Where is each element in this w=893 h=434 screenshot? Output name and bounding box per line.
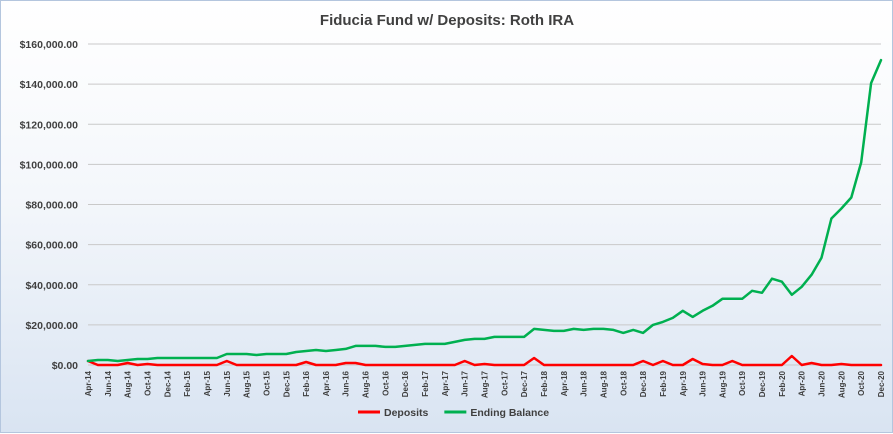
- x-tick-label: Dec-20: [877, 370, 886, 397]
- x-tick-label: Apr-17: [441, 370, 450, 396]
- x-axis-tick-labels: Apr-14 Jun-14 Aug-14 Oct-14 Dec-14 Feb-15 Apr-…: [84, 370, 886, 398]
- x-tick-label: Oct-16: [381, 370, 390, 395]
- x-tick-label: Aug-14: [124, 370, 133, 398]
- x-tick-label: Apr-19: [679, 370, 688, 396]
- x-tick-label: Apr-16: [322, 370, 331, 396]
- x-tick-label: Oct-18: [619, 370, 628, 395]
- legend-label-deposits: Deposits: [384, 407, 429, 419]
- x-tick-label: Apr-14: [84, 370, 93, 396]
- x-tick-label: Feb-19: [659, 370, 668, 396]
- x-tick-label: Oct-20: [857, 370, 866, 395]
- series-lines: [86, 58, 883, 367]
- x-tick-label: Jun-17: [461, 370, 470, 396]
- x-tick-label: Oct-14: [143, 370, 152, 395]
- y-tick-label: $60,000.00: [25, 240, 78, 252]
- x-tick-label: Feb-20: [778, 370, 787, 396]
- x-tick-label: Aug-16: [362, 370, 371, 398]
- legend-label-ending-balance: Ending Balance: [470, 407, 549, 419]
- x-tick-label: Dec-15: [282, 370, 291, 397]
- x-tick-label: Aug-18: [599, 370, 608, 398]
- x-tick-label: Jun-15: [223, 370, 232, 396]
- y-tick-label: $120,000.00: [20, 119, 79, 131]
- x-tick-label: Jun-14: [104, 370, 113, 396]
- x-tick-label: Dec-14: [163, 370, 172, 397]
- x-tick-label: Jun-16: [342, 370, 351, 396]
- y-axis-tick-labels: $0.00 $20,000.00 $40,000.00 $60,000.00 $80,0…: [20, 39, 79, 372]
- y-tick-label: $40,000.00: [25, 280, 78, 292]
- y-tick-label: $20,000.00: [25, 320, 78, 332]
- x-tick-label: Feb-18: [540, 370, 549, 396]
- x-tick-label: Aug-19: [718, 370, 727, 398]
- x-tick-label: Apr-20: [798, 370, 807, 396]
- chart-title: Fiducia Fund w/ Deposits: Roth IRA: [320, 12, 574, 29]
- y-tick-label: $100,000.00: [20, 159, 79, 171]
- x-tick-label: Jun-20: [818, 370, 827, 396]
- x-tick-label: Feb-15: [183, 370, 192, 396]
- y-tick-label: $0.00: [52, 360, 78, 372]
- gridlines: [88, 43, 881, 366]
- x-tick-label: Oct-15: [262, 370, 271, 395]
- x-tick-label: Aug-17: [481, 370, 490, 398]
- x-tick-label: Feb-17: [421, 370, 430, 396]
- x-tick-label: Feb-16: [302, 370, 311, 396]
- x-tick-label: Dec-18: [639, 370, 648, 397]
- x-tick-label: Oct-17: [500, 370, 509, 395]
- x-tick-label: Apr-18: [560, 370, 569, 396]
- x-tick-label: Apr-15: [203, 370, 212, 396]
- y-tick-label: $160,000.00: [20, 39, 79, 51]
- y-tick-label: $80,000.00: [25, 200, 78, 212]
- series-line-deposits: [86, 354, 883, 367]
- x-tick-label: Dec-17: [520, 370, 529, 397]
- series-line-ending-balance: [86, 58, 883, 363]
- x-tick-label: Oct-19: [738, 370, 747, 395]
- x-tick-label: Aug-20: [837, 370, 846, 398]
- x-tick-label: Dec-19: [758, 370, 767, 397]
- x-tick-label: Jun-19: [699, 370, 708, 396]
- legend: Deposits Ending Balance: [358, 407, 549, 419]
- y-tick-label: $140,000.00: [20, 79, 79, 91]
- x-tick-label: Dec-16: [401, 370, 410, 397]
- x-tick-label: Jun-18: [580, 370, 589, 396]
- x-tick-label: Aug-15: [243, 370, 252, 398]
